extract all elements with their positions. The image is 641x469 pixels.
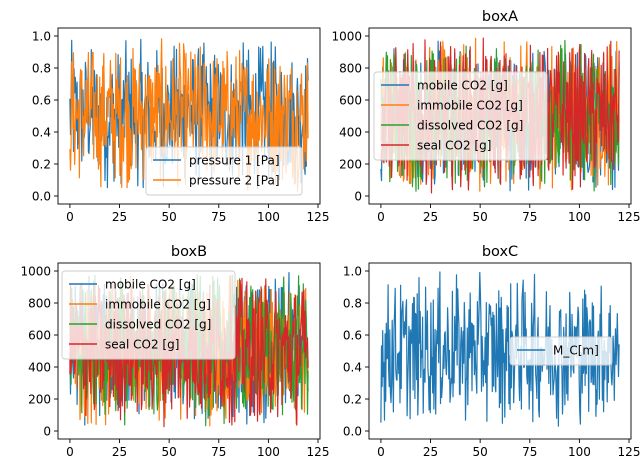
x-tick-label: 125 bbox=[618, 210, 641, 224]
y-tick-label: 0.8 bbox=[343, 297, 362, 311]
legend-frame bbox=[145, 146, 303, 196]
x-tick-label: 50 bbox=[162, 445, 177, 459]
subplot-boxC: 0 25 50 75 100 125 0.0 0.2 0.4 0.6 0.8 1.0 boxC M_C[m… bbox=[343, 244, 641, 459]
axes-frame bbox=[368, 262, 632, 440]
y-tick-label: 600 bbox=[28, 329, 51, 343]
axes-frame bbox=[368, 27, 632, 205]
legend-frame bbox=[509, 336, 613, 366]
plot-area bbox=[380, 271, 620, 427]
series-line-1 bbox=[380, 271, 620, 427]
subplot-boxA: 0 25 50 75 100 125 0 200 400 600 800 1000 boxA mobile… bbox=[331, 9, 640, 224]
chart-title: boxA bbox=[482, 9, 518, 25]
legend-frame bbox=[61, 270, 236, 360]
legend-label: pressure 1 [Pa] bbox=[189, 154, 280, 168]
x-tick-label: 0 bbox=[377, 445, 385, 459]
x-tick-label: 125 bbox=[618, 445, 641, 459]
chart-title: boxC bbox=[482, 244, 518, 260]
y-tick-label: 200 bbox=[339, 158, 362, 172]
legend-label: dissolved CO2 [g] bbox=[105, 318, 211, 332]
axes-frame bbox=[57, 262, 321, 440]
legend-label: immobile CO2 [g] bbox=[417, 99, 523, 113]
y-tick-label: 0.0 bbox=[32, 190, 51, 204]
series-line-2 bbox=[69, 38, 309, 192]
legend-label: dissolved CO2 [g] bbox=[417, 119, 523, 133]
x-tick-label: 75 bbox=[211, 210, 226, 224]
legend: M_C[m] bbox=[509, 336, 613, 366]
x-tick-label: 50 bbox=[473, 210, 488, 224]
legend-label: pressure 2 [Pa] bbox=[189, 174, 280, 188]
legend-label: immobile CO2 [g] bbox=[105, 298, 211, 312]
y-tick-label: 200 bbox=[28, 393, 51, 407]
x-tick-label: 75 bbox=[211, 445, 226, 459]
x-tick-label: 75 bbox=[522, 210, 537, 224]
subplot-boxB: 0 25 50 75 100 125 0 200 400 600 800 1000 boxB mobile… bbox=[20, 244, 329, 459]
y-tick-label: 0.2 bbox=[343, 393, 362, 407]
x-tick-label: 0 bbox=[66, 445, 74, 459]
x-tick-label: 125 bbox=[307, 445, 330, 459]
y-tick-label: 0 bbox=[354, 190, 362, 204]
y-tick-label: 0 bbox=[43, 425, 51, 439]
chart-title: boxB bbox=[171, 244, 207, 260]
y-tick-label: 400 bbox=[28, 361, 51, 375]
x-tick-label: 50 bbox=[162, 210, 177, 224]
y-tick-label: 600 bbox=[339, 94, 362, 108]
y-tick-label: 1.0 bbox=[32, 30, 51, 44]
x-tick-label: 100 bbox=[568, 210, 591, 224]
y-tick-label: 800 bbox=[28, 297, 51, 311]
x-tick-label: 100 bbox=[257, 210, 280, 224]
x-tick-label: 25 bbox=[112, 445, 127, 459]
y-tick-label: 0.6 bbox=[343, 329, 362, 343]
y-tick-label: 1000 bbox=[331, 30, 362, 44]
legend: mobile CO2 [g] immobile CO2 [g] dissolved … bbox=[373, 71, 548, 161]
y-tick-label: 0.4 bbox=[32, 126, 51, 140]
y-tick-label: 0.4 bbox=[343, 361, 362, 375]
legend-label: M_C[m] bbox=[553, 344, 599, 358]
y-tick-label: 0.6 bbox=[32, 94, 51, 108]
legend-label: mobile CO2 [g] bbox=[417, 79, 508, 93]
legend-label: seal CO2 [g] bbox=[417, 139, 491, 153]
legend: mobile CO2 [g] immobile CO2 [g] dissolved … bbox=[61, 270, 236, 360]
x-tick-label: 0 bbox=[66, 210, 74, 224]
y-tick-label: 1000 bbox=[20, 265, 51, 279]
x-tick-label: 100 bbox=[568, 445, 591, 459]
y-tick-label: 1.0 bbox=[343, 265, 362, 279]
x-tick-label: 0 bbox=[377, 210, 385, 224]
x-tick-label: 125 bbox=[307, 210, 330, 224]
y-tick-label: 800 bbox=[339, 62, 362, 76]
axes-frame bbox=[57, 27, 321, 205]
y-tick-label: 400 bbox=[339, 126, 362, 140]
legend-frame bbox=[373, 71, 548, 161]
x-tick-label: 25 bbox=[423, 210, 438, 224]
y-tick-label: 0.2 bbox=[32, 158, 51, 172]
x-tick-label: 25 bbox=[112, 210, 127, 224]
plot-area bbox=[69, 38, 309, 192]
x-tick-label: 75 bbox=[522, 445, 537, 459]
x-tick-label: 50 bbox=[473, 445, 488, 459]
y-tick-label: 0.0 bbox=[343, 425, 362, 439]
legend-label: seal CO2 [g] bbox=[105, 338, 179, 352]
subplot-top-left: 0 25 50 75 100 125 0.0 0.2 0.4 0.6 0.8 1.0 pressure … bbox=[32, 27, 330, 224]
x-tick-label: 100 bbox=[257, 445, 280, 459]
x-tick-label: 25 bbox=[423, 445, 438, 459]
legend-label: mobile CO2 [g] bbox=[105, 278, 196, 292]
legend: pressure 1 [Pa] pressure 2 [Pa] bbox=[145, 146, 303, 196]
y-tick-label: 0.8 bbox=[32, 62, 51, 76]
